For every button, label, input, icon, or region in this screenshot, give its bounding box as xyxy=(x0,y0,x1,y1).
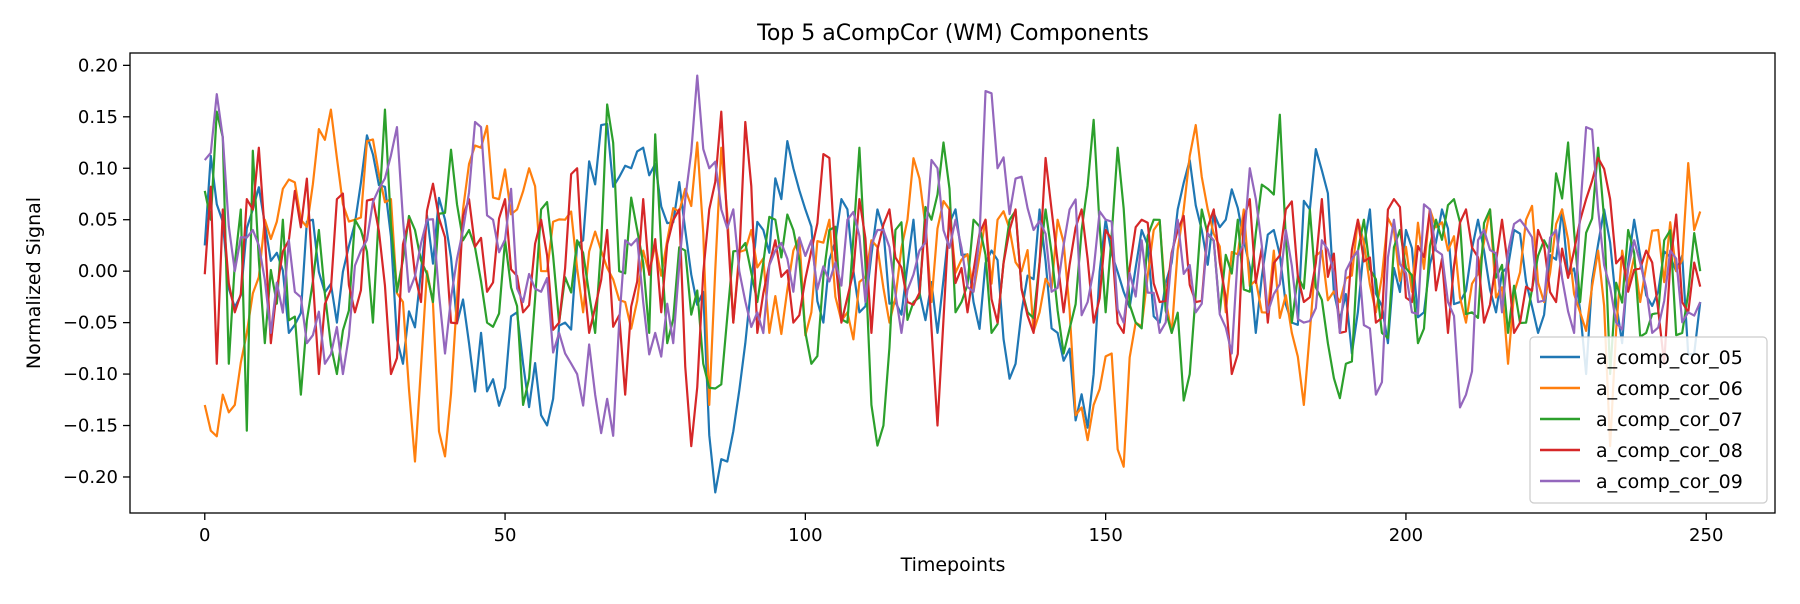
y-tick-label: 0.20 xyxy=(78,55,118,76)
series-line-a_comp_cor_09 xyxy=(203,74,1702,437)
legend-box xyxy=(1529,336,1768,504)
series-line-a_comp_cor_05 xyxy=(203,122,1702,494)
x-tick-label: 150 xyxy=(1088,525,1122,546)
legend-label: a_comp_cor_08 xyxy=(1596,440,1743,462)
axes-frame xyxy=(129,52,1776,514)
chart-title: Top 5 aCompCor (WM) Components xyxy=(756,21,1149,46)
x-tick-label: 50 xyxy=(494,525,517,546)
x-axis-label: Timepoints xyxy=(900,554,1006,576)
y-axis-ticks: −0.20 −0.15 −0.10 −0.05 0.00 0.05 0.10 0.15 0.20 xyxy=(63,55,130,488)
legend-label: a_comp_cor_09 xyxy=(1596,471,1743,493)
legend-label: a_comp_cor_07 xyxy=(1596,409,1743,431)
y-tick-label: 0.15 xyxy=(78,107,118,128)
x-tick-label: 100 xyxy=(788,525,822,546)
legend: a_comp_cor_05 a_comp_cor_06 a_comp_cor_07a… xyxy=(1529,336,1768,504)
x-tick-label: 250 xyxy=(1689,525,1723,546)
legend-label: a_comp_cor_05 xyxy=(1596,347,1743,369)
x-tick-label: 200 xyxy=(1389,525,1423,546)
series-lines xyxy=(203,74,1702,494)
y-tick-label: 0.05 xyxy=(78,210,118,231)
y-tick-label: 0.00 xyxy=(78,261,118,282)
y-tick-label: −0.10 xyxy=(63,364,118,385)
y-tick-label: 0.10 xyxy=(78,158,118,179)
series-line-a_comp_cor_08 xyxy=(203,110,1702,448)
y-axis-label: Normalized Signal xyxy=(23,197,45,369)
legend-label: a_comp_cor_06 xyxy=(1596,378,1743,400)
x-tick-label: 0 xyxy=(199,525,210,546)
y-tick-label: −0.15 xyxy=(63,416,118,437)
y-tick-label: −0.20 xyxy=(63,467,118,488)
y-tick-label: −0.05 xyxy=(63,313,118,334)
x-axis-ticks: 0 50 100 150 200 250 xyxy=(199,513,1723,546)
